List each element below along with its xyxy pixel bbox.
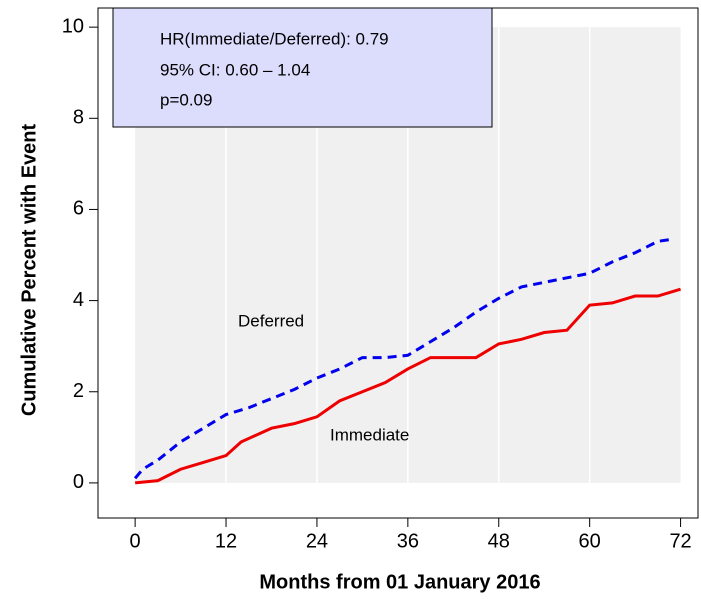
- y-tick-label: 2: [73, 380, 84, 402]
- y-tick-label: 4: [73, 289, 84, 311]
- series-line: [134, 287, 682, 485]
- legend-text: p=0.09: [160, 90, 212, 109]
- series-label: Immediate: [330, 425, 409, 444]
- legend-text: HR(Immediate/Deferred): 0.79: [160, 29, 389, 48]
- x-tick-label: 60: [579, 530, 601, 552]
- x-axis-title: Months from 01 January 2016: [259, 571, 540, 593]
- legend-text: 95% CI: 0.60 – 1.04: [160, 60, 310, 79]
- y-tick-label: 10: [62, 15, 84, 37]
- series-line: [133, 237, 674, 480]
- x-tick-label: 0: [130, 530, 141, 552]
- y-tick-label: 6: [73, 198, 84, 220]
- x-tick-label: 36: [397, 530, 419, 552]
- x-tick-label: 48: [488, 530, 510, 552]
- y-tick-label: 0: [73, 471, 84, 493]
- x-tick-label: 72: [669, 530, 691, 552]
- series-label: Deferred: [238, 311, 304, 330]
- y-axis-title: Cumulative Percent with Event: [18, 124, 40, 417]
- legend-box: [112, 7, 493, 128]
- x-tick-label: 24: [306, 530, 328, 552]
- x-tick-label: 12: [215, 530, 237, 552]
- y-tick-label: 8: [73, 107, 84, 129]
